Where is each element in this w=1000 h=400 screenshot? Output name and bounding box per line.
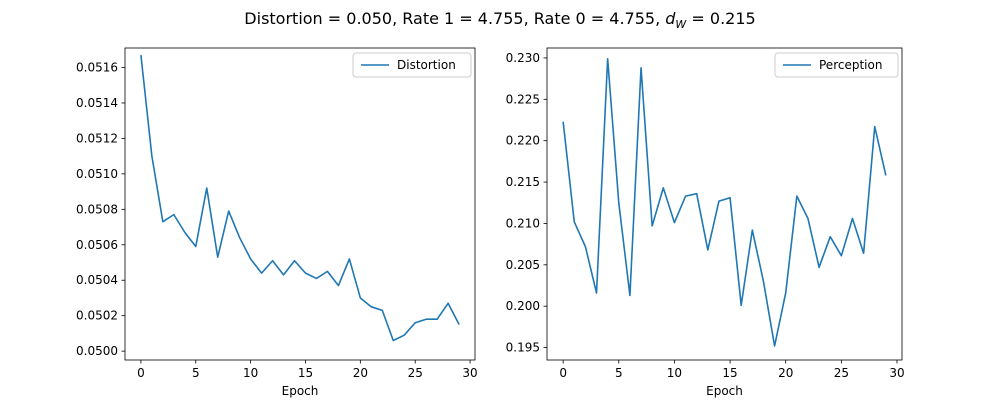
- distortion-legend-box: [352, 52, 472, 78]
- distortion-x-tick-label: 30: [462, 366, 477, 380]
- perception-x-tick-label: 25: [834, 366, 849, 380]
- distortion-panel: 0 5 10 15 20 25 30 0.0500 0.0502 0.0504 0.0506 0.05…: [76, 47, 478, 398]
- perception-y-tick-label: 0.210: [506, 216, 540, 230]
- title-subscript: W: [675, 18, 687, 31]
- perception-x-axis-label: Epoch: [706, 384, 743, 398]
- perception-y-tick-label: 0.195: [506, 341, 540, 355]
- title-suffix: = 0.215: [686, 9, 755, 28]
- distortion-y-tick-label: 0.0504: [76, 273, 118, 287]
- distortion-y-tick-label: 0.0512: [76, 131, 118, 145]
- perception-legend-label: Perception: [819, 58, 882, 72]
- perception-axes-frame: [546, 47, 903, 361]
- perception-y-tick-label: 0.205: [506, 258, 540, 272]
- distortion-x-tick-label: 25: [408, 366, 423, 380]
- perception-x-tick-label: 5: [615, 366, 623, 380]
- title-prefix: Distortion = 0.050, Rate 1 = 4.755, Rate…: [244, 9, 665, 28]
- perception-y-tick-label: 0.220: [506, 134, 540, 148]
- distortion-y-tick-label: 0.0510: [76, 167, 118, 181]
- perception-x-tick-label: 10: [667, 366, 682, 380]
- distortion-legend: Distortion: [352, 52, 472, 78]
- distortion-x-tick-label: 0: [137, 366, 145, 380]
- perception-panel: 0 5 10 15 20 25 30 0.195 0.200 0.205 0.210 0.215 0.2…: [506, 47, 905, 398]
- perception-legend-box: [774, 52, 899, 78]
- perception-y-tick-label: 0.215: [506, 175, 540, 189]
- title-symbol: d: [665, 9, 676, 28]
- distortion-y-tick-label: 0.0516: [76, 61, 118, 75]
- distortion-x-axis-label: Epoch: [282, 384, 319, 398]
- distortion-x-tick-label: 10: [243, 366, 258, 380]
- perception-y-tick-label: 0.200: [506, 299, 540, 313]
- distortion-y-tick-label: 0.0506: [76, 238, 118, 252]
- distortion-y-tick-label: 0.0508: [76, 202, 118, 216]
- distortion-y-tick-label: 0.0514: [76, 96, 118, 110]
- perception-y-tick-label: 0.230: [506, 51, 540, 65]
- distortion-y-tick-label: 0.0502: [76, 309, 118, 323]
- distortion-axes-frame: [124, 47, 476, 361]
- distortion-series-line: [140, 55, 460, 342]
- distortion-x-tick-label: 5: [192, 366, 200, 380]
- figure-title: Distortion = 0.050, Rate 1 = 4.755, Rate…: [244, 9, 755, 31]
- perception-x-tick-label: 0: [559, 366, 567, 380]
- perception-y-tick-label: 0.225: [506, 92, 540, 106]
- perception-x-tick-label: 30: [889, 366, 904, 380]
- perception-legend: Perception: [774, 52, 899, 78]
- perception-series-line: [562, 57, 887, 347]
- distortion-x-tick-label: 20: [353, 366, 368, 380]
- distortion-legend-label: Distortion: [397, 58, 456, 72]
- perception-x-tick-label: 15: [722, 366, 737, 380]
- distortion-y-tick-label: 0.0500: [76, 344, 118, 358]
- perception-x-tick-label: 20: [778, 366, 793, 380]
- distortion-x-tick-label: 15: [298, 366, 313, 380]
